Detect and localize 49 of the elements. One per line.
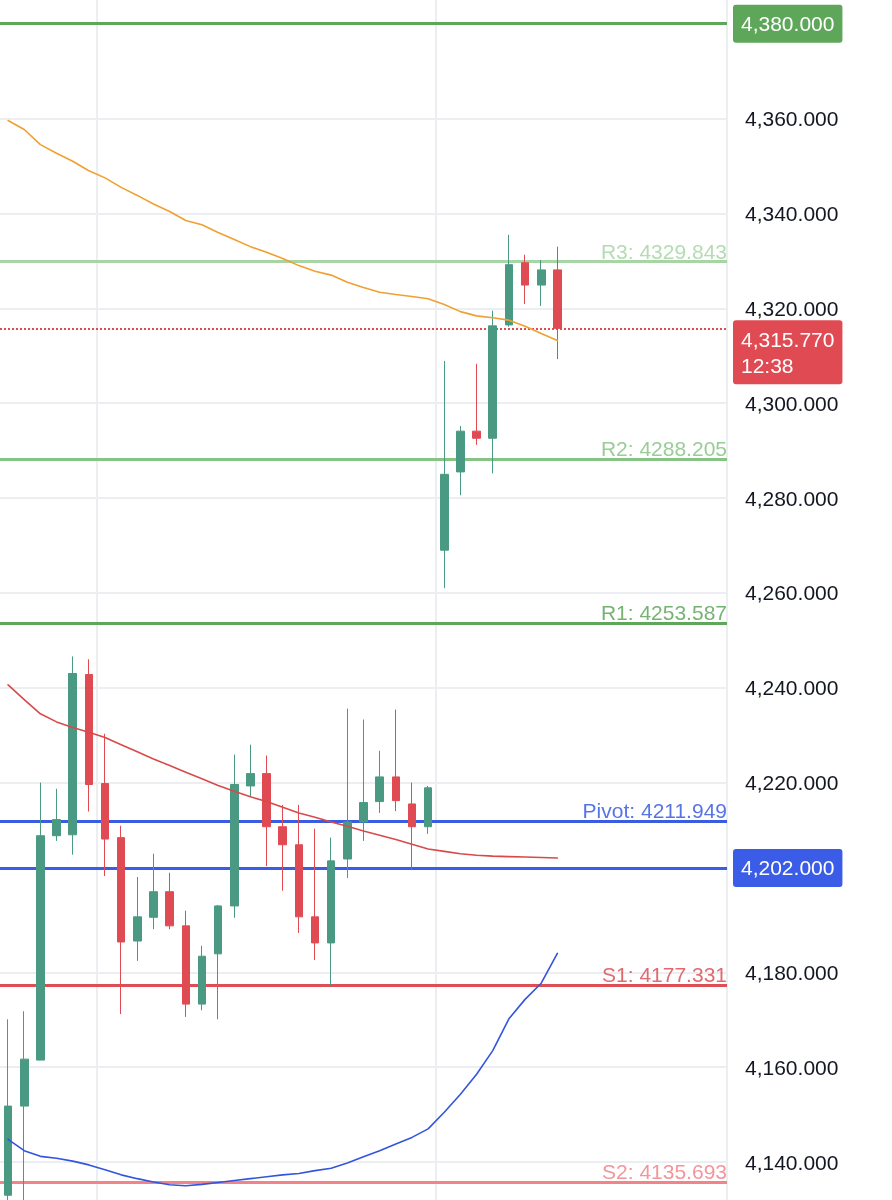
ref-line-label: S1: 4177.331	[602, 963, 727, 986]
candlestick	[246, 744, 255, 798]
ref-line-label: Pivot: 4211.949	[582, 798, 727, 822]
y-tick-label: 4,180.000	[745, 960, 839, 984]
ref-line-label: S2: 4135.693	[602, 1160, 727, 1184]
candlestick	[440, 360, 449, 589]
candlestick	[537, 259, 546, 307]
candlestick	[149, 853, 158, 930]
y-tick-label: 4,260.000	[745, 581, 839, 605]
line-series	[7, 952, 559, 1187]
candlestick	[472, 363, 481, 446]
candlestick	[488, 310, 497, 474]
y-tick-label: 4,280.000	[745, 486, 839, 510]
y-tick-label: 4,160.000	[745, 1055, 839, 1079]
y-tick-label: 4,360.000	[745, 107, 839, 131]
candlestick	[133, 876, 142, 962]
candlestick	[375, 750, 384, 814]
candlestick	[327, 837, 335, 986]
candlestick	[20, 1010, 29, 1200]
candlestick	[521, 254, 529, 305]
candlestick	[456, 425, 465, 496]
y-tick-label: 4,220.000	[745, 771, 839, 795]
y-tick-label: 4,320.000	[745, 296, 839, 320]
candlestick	[165, 872, 174, 930]
candlestick	[424, 785, 432, 835]
candlestick	[68, 655, 77, 856]
text: 12:38	[741, 353, 794, 377]
y-tick-label: 4,240.000	[745, 676, 839, 700]
line-series	[7, 119, 559, 342]
candlestick	[359, 719, 368, 842]
ref-line-label: R1: 4253.587	[600, 601, 727, 625]
ref-line-label: 4,315.770	[741, 327, 835, 351]
candlestick	[36, 782, 45, 1061]
ref-line-label: R3: 4329.843	[600, 239, 727, 263]
candlestick	[198, 945, 206, 1011]
candlestick	[505, 234, 513, 328]
candlestick	[311, 828, 319, 961]
candlestick	[230, 754, 239, 919]
ref-line-label: 4,202.000	[741, 856, 835, 880]
candlestick	[343, 708, 352, 879]
candlestick	[4, 1018, 12, 1200]
y-tick-label: 4,300.000	[745, 391, 839, 415]
candlestick	[52, 788, 61, 842]
candlestick	[214, 904, 222, 1020]
candlestick	[392, 709, 400, 812]
y-tick-label: 4,140.000	[745, 1150, 839, 1174]
y-tick-label: 4,340.000	[745, 201, 839, 225]
ref-line-label: 4,380.000	[741, 12, 835, 36]
ref-line-label: R2: 4288.205	[600, 437, 727, 461]
